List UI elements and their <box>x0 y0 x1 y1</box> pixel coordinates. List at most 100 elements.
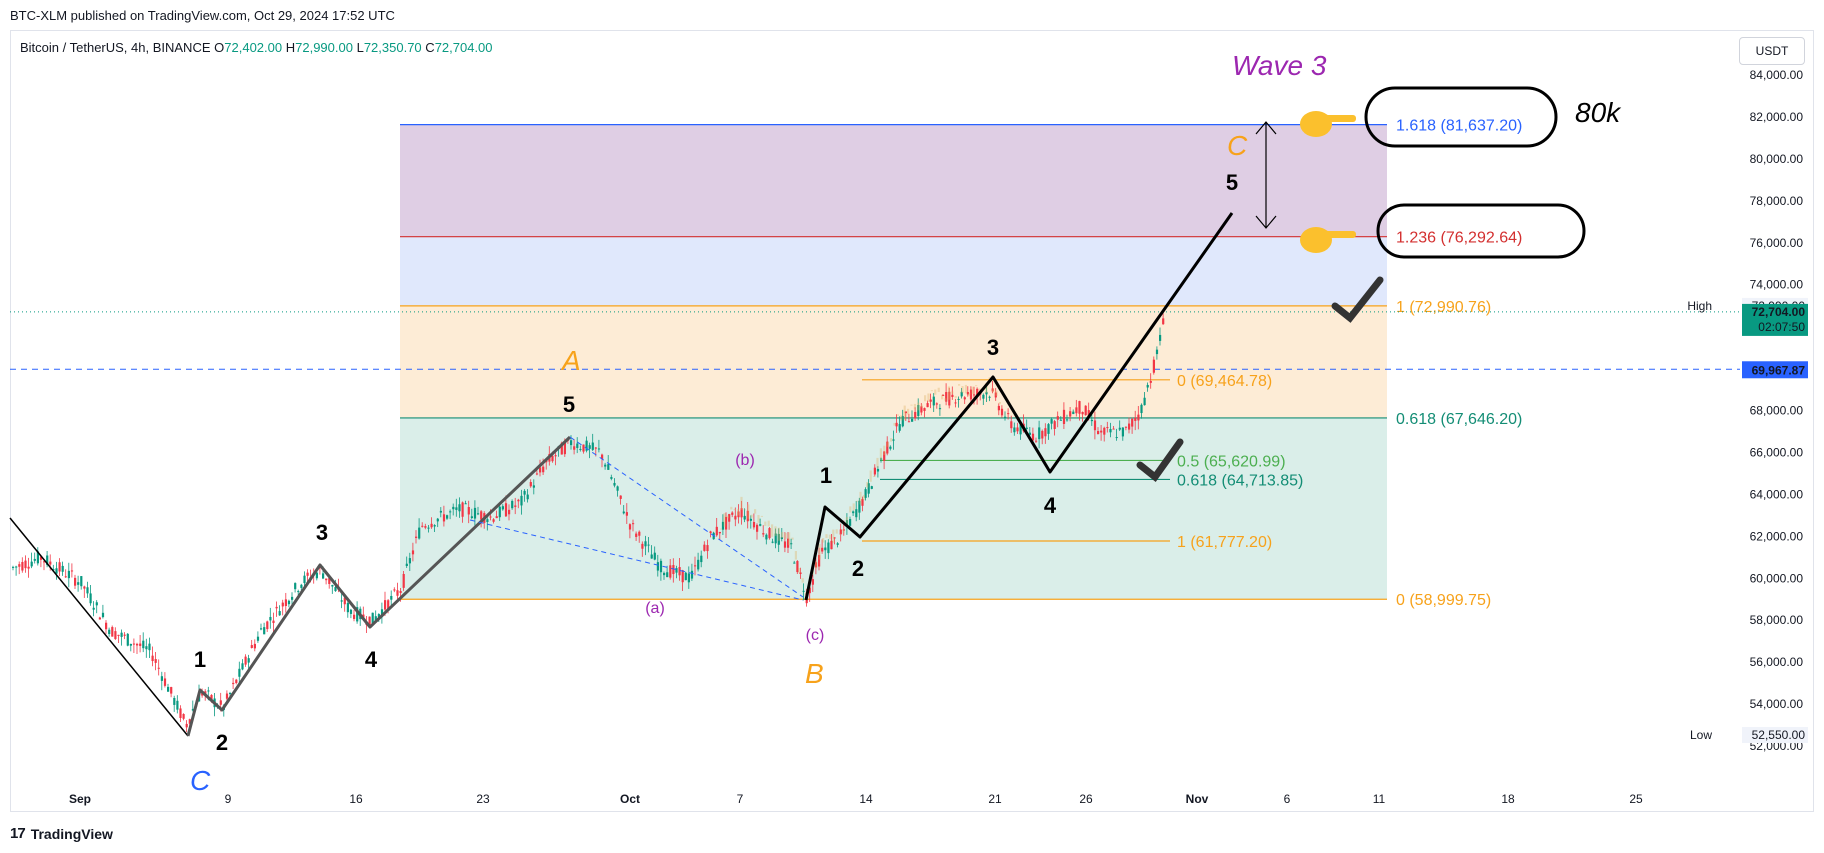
candle-body <box>281 602 284 607</box>
candle-body <box>923 408 926 411</box>
candle-body <box>117 634 120 636</box>
candle-body <box>1090 419 1093 422</box>
candle-body <box>331 584 334 587</box>
candle-body <box>55 568 58 574</box>
ghost-candle <box>815 561 818 569</box>
candle-body <box>728 514 731 522</box>
candle-body <box>591 442 594 450</box>
candle-body <box>911 418 914 422</box>
candle-body <box>362 614 365 619</box>
ghost-candle <box>726 515 729 519</box>
candle-body <box>886 441 889 454</box>
ghost-candle <box>852 503 855 511</box>
sub-wave-b-label: (b) <box>735 452 755 469</box>
published-note: BTC-XLM published on TradingView.com, Oc… <box>10 8 395 23</box>
candle-body <box>185 723 188 728</box>
candle-body <box>935 403 938 405</box>
candle-body <box>821 547 824 552</box>
wave-count-label: 4 <box>365 647 378 672</box>
candle-body <box>579 448 582 450</box>
candle-body <box>129 643 132 646</box>
x-tick-label: 16 <box>349 792 363 806</box>
candle-body <box>244 656 247 665</box>
wave3-count-label: 5 <box>1226 170 1238 195</box>
ghost-candle <box>951 391 954 394</box>
candle-body <box>814 562 818 568</box>
wave-c-early-label: C <box>190 765 211 796</box>
ghost-candle <box>866 481 869 488</box>
candle-body <box>495 516 498 519</box>
candle-body <box>377 614 380 618</box>
candle-body <box>1004 416 1007 418</box>
candle-body <box>315 572 318 579</box>
candle-body <box>170 687 173 694</box>
currency-button[interactable]: USDT <box>1739 37 1805 65</box>
candle-body <box>489 516 492 518</box>
candle-body <box>1047 424 1050 434</box>
ghost-candle <box>890 438 893 442</box>
candle-body <box>715 526 718 536</box>
candle-body <box>901 416 904 427</box>
ghost-candle <box>747 504 750 519</box>
candle-body <box>529 482 532 487</box>
candle-body <box>740 508 743 518</box>
candle-body <box>793 562 796 564</box>
candle-body <box>411 550 415 555</box>
candle-body <box>1072 411 1075 415</box>
candle-body <box>452 506 455 510</box>
candle-body <box>690 570 694 579</box>
candle-body <box>511 500 514 509</box>
candle-body <box>1121 427 1124 437</box>
ghost-candle <box>849 506 852 513</box>
symbol-legend: Bitcoin / TetherUS, 4h, BINANCE O72,402.… <box>20 40 493 55</box>
candle-body <box>777 533 780 545</box>
candle-body <box>297 591 300 593</box>
footer-brand[interactable]: 17 TradingView <box>10 825 113 842</box>
candle-body <box>619 495 622 499</box>
candle-body <box>799 572 802 574</box>
candle-body <box>501 506 504 510</box>
candle-body <box>1143 397 1146 406</box>
candle-body <box>464 503 467 505</box>
y-tick-label: 84,000.00 <box>1750 68 1804 82</box>
candle-body <box>520 495 523 506</box>
ghost-candle <box>839 533 842 535</box>
candle-body <box>607 464 610 470</box>
candle-body <box>700 555 703 563</box>
candle-body <box>737 511 740 518</box>
candle-body <box>1097 431 1100 435</box>
candle-body <box>625 512 628 516</box>
target-arrow-down-icon <box>1255 215 1277 229</box>
candle-body <box>883 451 886 461</box>
candle-body <box>498 506 501 518</box>
candle-body <box>132 643 136 645</box>
ghost-candle <box>934 389 937 395</box>
candle-body <box>656 562 659 571</box>
candle-body <box>1118 427 1121 430</box>
candle-body <box>1162 318 1165 325</box>
candle-body <box>718 531 721 534</box>
ghost-candle <box>750 514 753 518</box>
candles <box>12 312 1165 733</box>
ghost-candle <box>886 442 889 447</box>
candle-body <box>343 597 346 605</box>
candle-body <box>1109 429 1112 433</box>
candle-body <box>790 543 793 545</box>
candle-body <box>291 596 294 600</box>
candle-body <box>470 516 473 519</box>
ghost-candle <box>927 393 930 402</box>
candle-body <box>46 555 49 565</box>
hand-palm <box>1300 111 1332 137</box>
candle-body <box>768 528 771 539</box>
candle-body <box>1066 419 1069 421</box>
candle-body <box>1159 334 1162 341</box>
candle-body <box>142 640 145 649</box>
candle-body <box>275 606 278 609</box>
candle-body <box>371 612 374 624</box>
symbol-title[interactable]: Bitcoin / TetherUS, 4h, BINANCE <box>20 40 211 55</box>
candle-body <box>942 394 945 396</box>
candle-body <box>30 561 33 567</box>
y-tick-label: 60,000.00 <box>1750 571 1804 585</box>
ghost-candle <box>964 384 967 394</box>
